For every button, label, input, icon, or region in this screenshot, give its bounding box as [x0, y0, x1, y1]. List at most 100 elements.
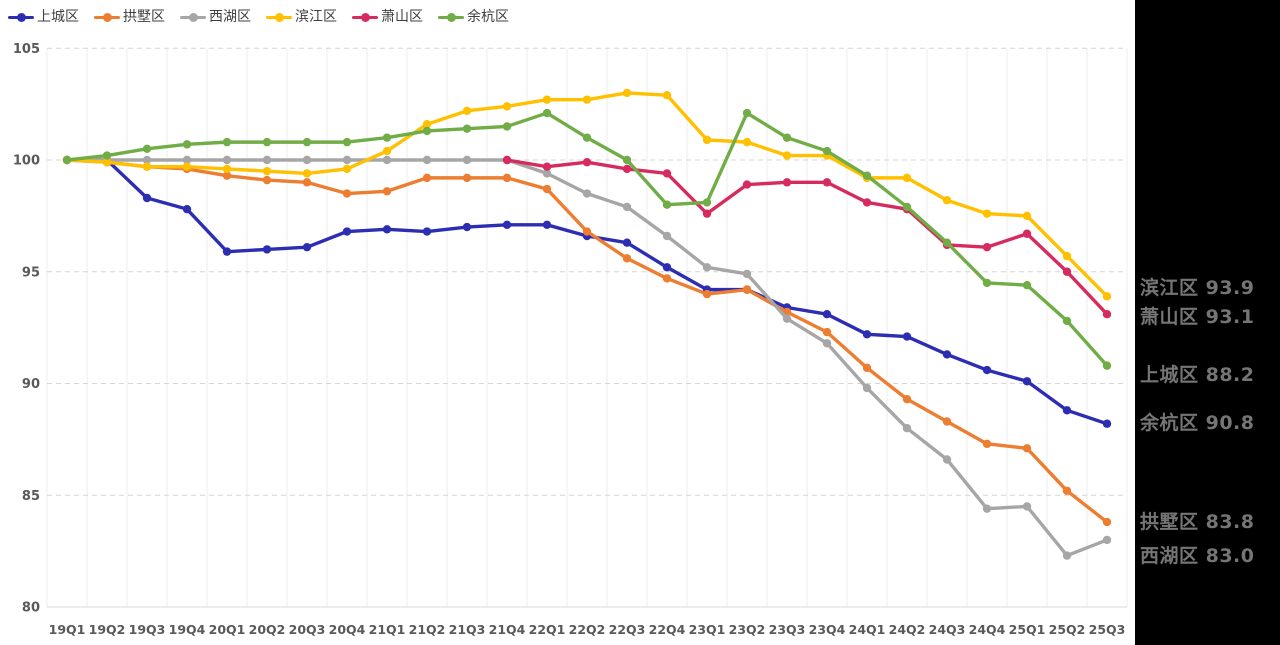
data-point-滨江区	[262, 166, 272, 176]
data-point-滨江区	[502, 102, 512, 111]
data-point-拱墅区	[822, 327, 832, 337]
y-axis-tick: 80	[22, 601, 40, 616]
data-point-上城区	[622, 238, 632, 247]
data-point-萧山区	[662, 169, 672, 178]
x-axis-tick: 24Q3	[929, 622, 966, 637]
data-point-拱墅区	[302, 178, 312, 187]
legend-line-dot-icon	[8, 9, 34, 25]
data-point-拱墅区	[222, 171, 232, 180]
data-point-滨江区	[582, 95, 592, 104]
data-point-拱墅区	[742, 285, 752, 294]
data-point-西湖区	[662, 231, 672, 241]
y-axis-tick: 95	[22, 265, 40, 280]
x-axis-tick: 22Q2	[569, 622, 606, 637]
data-point-萧山区	[502, 155, 512, 165]
data-point-滨江区	[742, 137, 752, 147]
x-axis-tick: 19Q1	[49, 622, 86, 637]
x-axis-tick: 21Q2	[409, 622, 446, 637]
data-point-上城区	[182, 204, 192, 214]
data-point-拱墅区	[1022, 444, 1032, 453]
x-axis-tick: 25Q3	[1089, 622, 1126, 637]
data-point-余杭区	[62, 155, 72, 165]
x-axis-tick: 19Q3	[129, 622, 166, 637]
data-point-西湖区	[702, 263, 712, 272]
legend-item-滨江区[interactable]: 滨江区	[266, 9, 337, 25]
legend-item-拱墅区[interactable]: 拱墅区	[94, 9, 165, 25]
data-point-余杭区	[582, 133, 592, 142]
legend-label: 西湖区	[209, 9, 251, 25]
x-axis-tick: 25Q1	[1009, 622, 1046, 637]
data-point-余杭区	[102, 151, 112, 160]
data-point-上城区	[262, 245, 272, 254]
data-point-西湖区	[542, 169, 552, 178]
series-line-拱墅区	[65, 158, 1109, 524]
data-point-西湖区	[342, 155, 352, 165]
data-point-滨江区	[1022, 211, 1032, 221]
legend-line-dot-icon	[180, 9, 206, 25]
data-point-余杭区	[942, 238, 952, 247]
data-point-拱墅区	[542, 184, 552, 194]
data-point-滨江区	[942, 196, 952, 205]
data-point-余杭区	[982, 278, 992, 288]
data-point-上城区	[862, 330, 872, 339]
data-point-上城区	[942, 350, 952, 359]
data-point-萧山区	[622, 164, 632, 174]
x-axis-tick: 23Q3	[769, 622, 806, 637]
y-axis-tick: 90	[22, 377, 40, 392]
data-point-滨江区	[102, 158, 112, 167]
legend-item-西湖区[interactable]: 西湖区	[180, 9, 251, 25]
data-point-上城区	[302, 242, 312, 252]
data-point-余杭区	[462, 124, 472, 133]
data-point-上城区	[222, 247, 232, 256]
data-point-余杭区	[302, 137, 312, 147]
data-point-萧山区	[822, 178, 832, 187]
data-point-西湖区	[1062, 551, 1072, 560]
data-point-余杭区	[422, 126, 432, 136]
data-point-萧山区	[542, 162, 552, 171]
data-point-滨江区	[462, 106, 472, 116]
data-point-上城区	[502, 220, 512, 230]
data-point-余杭区	[182, 140, 192, 149]
x-axis-tick: 23Q4	[809, 622, 846, 637]
legend-label: 余杭区	[467, 9, 509, 25]
data-point-萧山区	[982, 242, 992, 252]
data-point-滨江区	[142, 162, 152, 171]
data-point-西湖区	[942, 455, 952, 464]
data-point-西湖区	[902, 424, 912, 433]
data-point-余杭区	[1022, 280, 1032, 290]
data-point-上城区	[142, 193, 152, 203]
x-axis-tick: 24Q4	[969, 622, 1006, 637]
end-value-label-滨江区: 滨江区 93.9	[1140, 277, 1255, 299]
data-point-拱墅区	[862, 363, 872, 373]
data-point-滨江区	[222, 164, 232, 174]
data-point-上城区	[542, 220, 552, 230]
legend-item-余杭区[interactable]: 余杭区	[438, 9, 509, 25]
data-point-萧山区	[782, 178, 792, 187]
data-point-滨江区	[1102, 292, 1112, 301]
data-point-上城区	[1102, 419, 1112, 428]
data-point-萧山区	[582, 158, 592, 167]
data-point-余杭区	[702, 198, 712, 207]
x-axis-tick: 21Q4	[489, 622, 526, 637]
data-point-上城区	[1062, 406, 1072, 415]
data-point-滨江区	[982, 209, 992, 218]
legend-item-萧山区[interactable]: 萧山区	[352, 9, 423, 25]
x-axis-tick: 20Q3	[289, 622, 326, 637]
legend-item-上城区[interactable]: 上城区	[8, 9, 79, 25]
data-point-西湖区	[262, 155, 272, 165]
data-point-萧山区	[1102, 310, 1112, 319]
x-axis-tick: 21Q1	[369, 622, 406, 637]
data-point-滨江区	[302, 169, 312, 178]
data-point-西湖区	[742, 269, 752, 279]
data-point-拱墅区	[382, 187, 392, 196]
end-value-label-上城区: 上城区 88.2	[1140, 364, 1255, 386]
data-point-余杭区	[222, 137, 232, 147]
legend-line-dot-icon	[94, 9, 120, 25]
data-point-上城区	[422, 227, 432, 236]
data-point-上城区	[662, 263, 672, 272]
data-point-余杭区	[382, 133, 392, 142]
data-point-滨江区	[382, 146, 392, 156]
data-point-余杭区	[662, 200, 672, 209]
